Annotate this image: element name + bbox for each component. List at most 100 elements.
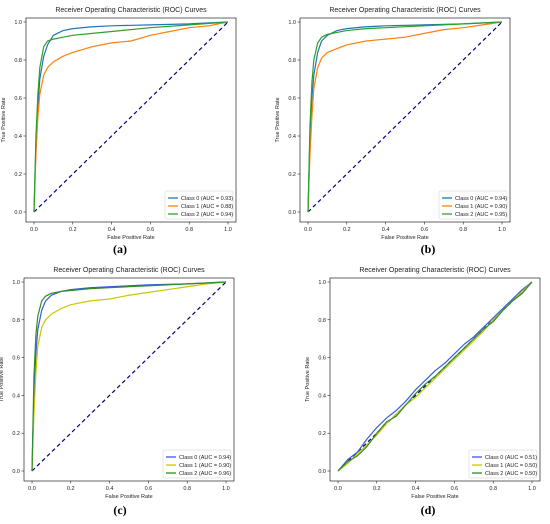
legend-entry: Class 2 (AUC = 0.50): [485, 471, 537, 477]
x-tick-label: 0.4: [412, 486, 420, 492]
legend-entry: Class 2 (AUC = 0.95): [455, 212, 507, 218]
legend: Class 0 (AUC = 0.51) Class 1 (AUC = 0.50)…: [468, 449, 538, 479]
legend-entry: Class 1 (AUC = 0.90): [179, 463, 231, 469]
legend: Class 0 (AUC = 0.94) Class 1 (AUC = 0.90)…: [162, 449, 232, 479]
x-axis-label: False Positive Rate: [105, 494, 152, 500]
panel-caption: (d): [421, 503, 436, 517]
chart-title: Receiver Operating Characteristic (ROC) …: [53, 267, 205, 274]
x-tick-label: 0.0: [334, 486, 342, 492]
chance-diagonal: [307, 21, 503, 213]
legend-entry: Class 0 (AUC = 0.51): [485, 455, 537, 461]
x-tick-label: 0.0: [30, 227, 38, 233]
y-tick-label: 1.0: [14, 20, 22, 26]
roc-curve: [33, 21, 229, 213]
x-tick-label: 1.0: [498, 227, 506, 233]
roc-curve: [33, 21, 229, 213]
y-tick-label: 0.2: [318, 431, 326, 437]
chart-title: Receiver Operating Characteristic (ROC) …: [359, 267, 511, 274]
y-tick-label: 0.6: [12, 356, 20, 362]
y-tick-label: 0.0: [288, 210, 296, 216]
x-tick-label: 0.8: [183, 486, 191, 492]
roc-curve: [307, 21, 503, 213]
x-tick-label: 0.2: [343, 227, 351, 233]
x-tick-label: 0.4: [382, 227, 390, 233]
y-tick-label: 0.4: [318, 393, 326, 399]
x-tick-label: 0.8: [185, 227, 193, 233]
x-axis-label: False Positive Rate: [107, 235, 154, 241]
plot-frame: [299, 17, 511, 223]
x-tick-label: 0.2: [67, 486, 75, 492]
y-tick-label: 0.8: [318, 318, 326, 324]
chart-title: Receiver Operating Characteristic (ROC) …: [55, 7, 207, 14]
legend-box: [164, 190, 234, 220]
plot-frame: [23, 277, 235, 482]
panel-caption: (b): [421, 242, 436, 256]
roc-curve: [31, 281, 227, 472]
chance-diagonal: [31, 281, 227, 472]
y-tick-label: 0.2: [12, 431, 20, 437]
y-tick-label: 0.8: [12, 318, 20, 324]
x-tick-label: 1.0: [222, 486, 230, 492]
legend-entry: Class 1 (AUC = 0.50): [485, 463, 537, 469]
y-tick-label: 0.6: [318, 356, 326, 362]
legend-entry: Class 0 (AUC = 0.93): [181, 196, 233, 202]
y-tick-label: 0.0: [14, 210, 22, 216]
y-tick-label: 0.6: [288, 96, 296, 102]
legend-box: [438, 190, 508, 220]
y-tick-label: 0.2: [288, 172, 296, 178]
plot-frame: [25, 17, 237, 223]
x-tick-label: 0.0: [304, 227, 312, 233]
y-tick-label: 0.4: [12, 393, 20, 399]
x-tick-label: 0.6: [147, 227, 155, 233]
y-tick-label: 1.0: [288, 20, 296, 26]
y-tick-label: 0.6: [14, 96, 22, 102]
roc-curve: [31, 281, 227, 472]
y-tick-label: 0.4: [288, 134, 296, 140]
y-tick-label: 0.8: [14, 58, 22, 64]
y-tick-label: 1.0: [12, 280, 20, 286]
legend-entry: Class 1 (AUC = 0.90): [455, 204, 507, 210]
legend-entry: Class 2 (AUC = 0.96): [179, 471, 231, 477]
x-tick-label: 0.6: [451, 486, 459, 492]
x-tick-label: 0.0: [28, 486, 36, 492]
x-axis-label: False Positive Rate: [381, 235, 428, 241]
legend-entry: Class 0 (AUC = 0.94): [179, 455, 231, 461]
plot-frame: [329, 277, 541, 482]
y-axis-label: True Positive Rate: [305, 357, 311, 402]
roc-panel: Receiver Operating Characteristic (ROC) …: [0, 267, 235, 517]
x-tick-label: 0.4: [106, 486, 114, 492]
x-tick-label: 1.0: [528, 486, 536, 492]
legend-entry: Class 2 (AUC = 0.94): [181, 212, 233, 218]
x-tick-label: 0.6: [145, 486, 153, 492]
roc-panel: Receiver Operating Characteristic (ROC) …: [275, 7, 511, 256]
chance-diagonal: [33, 21, 229, 213]
y-axis-label: True Positive Rate: [0, 357, 5, 402]
legend-entry: Class 1 (AUC = 0.88): [181, 204, 233, 210]
legend-entry: Class 0 (AUC = 0.94): [455, 196, 507, 202]
y-tick-label: 0.0: [12, 469, 20, 475]
chart-title: Receiver Operating Characteristic (ROC) …: [329, 7, 481, 14]
y-tick-label: 0.0: [318, 469, 326, 475]
y-axis-label: True Positive Rate: [275, 97, 281, 142]
roc-curve: [33, 21, 229, 213]
panel-caption: (c): [113, 503, 126, 517]
x-tick-label: 0.8: [459, 227, 467, 233]
x-axis-label: False Positive Rate: [411, 494, 458, 500]
roc-panel: Receiver Operating Characteristic (ROC) …: [305, 267, 541, 517]
y-axis-label: True Positive Rate: [1, 97, 7, 142]
y-tick-label: 0.8: [288, 58, 296, 64]
y-tick-label: 0.2: [14, 172, 22, 178]
y-tick-label: 0.4: [14, 134, 22, 140]
x-tick-label: 0.2: [373, 486, 381, 492]
x-tick-label: 0.8: [489, 486, 497, 492]
x-tick-label: 0.4: [108, 227, 116, 233]
x-tick-label: 0.6: [421, 227, 429, 233]
legend-box: [468, 449, 538, 479]
legend: Class 0 (AUC = 0.94) Class 1 (AUC = 0.90)…: [438, 190, 508, 220]
x-tick-label: 0.2: [69, 227, 77, 233]
panel-caption: (a): [113, 242, 127, 256]
legend-box: [162, 449, 232, 479]
roc-curve: [31, 281, 227, 472]
roc-panel: Receiver Operating Characteristic (ROC) …: [1, 7, 237, 256]
